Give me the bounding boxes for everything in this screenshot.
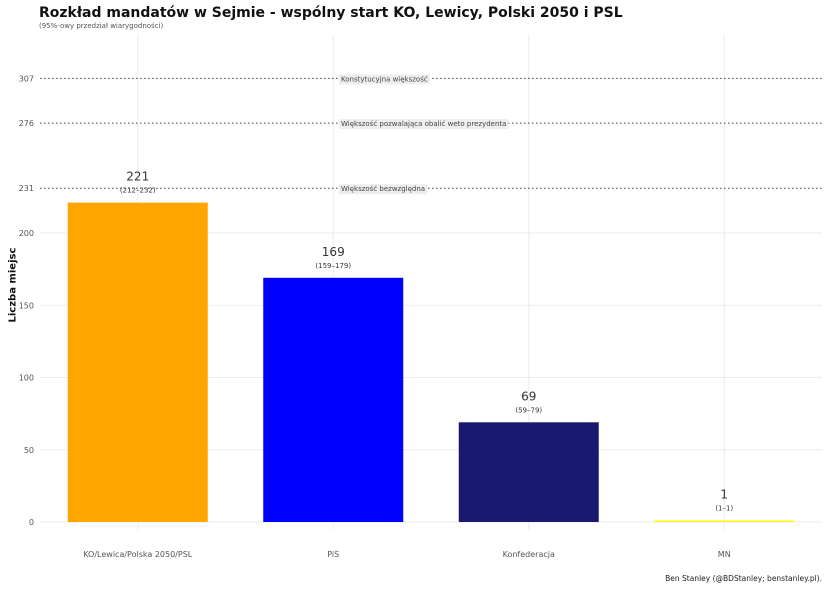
interval-label: (1–1) — [715, 505, 733, 513]
data-label: 1 — [720, 488, 728, 502]
reference-line-label: Konstytucyjna większość — [341, 75, 428, 83]
x-tick-label: KO/Lewica/Polska 2050/PSL — [83, 550, 193, 559]
chart-caption: Ben Stanley (@BDStanley; benstanley.pl). — [665, 574, 822, 583]
label-background — [339, 119, 509, 130]
y-tick-label: 307 — [19, 74, 34, 83]
bar-pis — [263, 277, 404, 522]
bar-ko-lewica-polska-2050-psl — [67, 202, 208, 522]
x-tick-label: Konfederacja — [503, 550, 555, 559]
y-tick-label: 50 — [24, 446, 34, 455]
x-tick-label: MN — [718, 550, 731, 559]
label-background — [339, 184, 428, 195]
data-label: 221 — [126, 170, 149, 184]
label-background — [339, 74, 430, 85]
x-tick-label: PiS — [327, 550, 339, 559]
y-tick-label: 276 — [19, 119, 34, 128]
data-label: 69 — [521, 389, 536, 403]
reference-line-label: Większość pozwalająca obalić weto prezyd… — [341, 120, 506, 128]
interval-label: (212–232) — [120, 187, 156, 195]
bar-konfederacja — [458, 422, 599, 522]
chart-title: Rozkład mandatów w Sejmie - wspólny star… — [39, 5, 623, 21]
interval-label: (159–179) — [315, 262, 351, 270]
data-label: 169 — [322, 245, 345, 259]
y-tick-label: 200 — [19, 229, 34, 238]
chart-subtitle: (95%-owy przedział wiarygodności) — [39, 22, 164, 30]
y-tick-label: 0 — [29, 518, 34, 527]
y-tick-label: 150 — [19, 301, 34, 310]
reference-line-label: Większość bezwzględna — [341, 185, 425, 193]
bar-mn — [654, 520, 795, 522]
y-tick-label: 100 — [19, 374, 34, 383]
interval-label: (59–79) — [515, 406, 542, 414]
y-tick-label: 231 — [19, 184, 34, 193]
